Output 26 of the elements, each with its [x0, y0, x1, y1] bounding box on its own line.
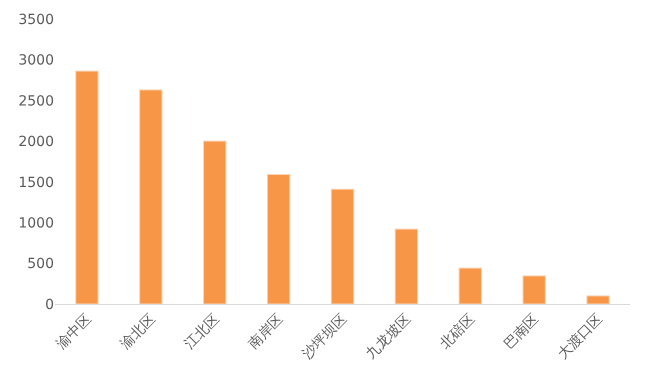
x-tick-label: 北碚区: [437, 311, 478, 352]
x-tick-label: 九龙坡区: [363, 311, 414, 362]
bar: [266, 174, 290, 304]
x-tick-label: 大渡口区: [554, 311, 606, 362]
y-tick-label: 1000: [18, 215, 54, 232]
x-tick-label: 江北区: [181, 311, 222, 352]
bar: [394, 228, 418, 304]
y-tick-label: 2000: [18, 134, 54, 150]
y-tick-label: 3000: [18, 52, 54, 69]
y-tick-label: 0: [45, 296, 54, 313]
y-tick-label: 1500: [18, 174, 54, 191]
bar: [203, 140, 226, 304]
bar: [330, 188, 354, 304]
x-tick-label: 渝北区: [118, 311, 159, 352]
x-tick-label: 南岸区: [245, 311, 286, 352]
bar: [458, 268, 482, 304]
bar: [139, 89, 163, 304]
x-tick-label: 沙坪坝区: [299, 311, 350, 362]
y-tick-label: 2500: [18, 93, 54, 110]
bar: [586, 295, 610, 304]
x-tick-label: 巴南区: [500, 311, 542, 352]
bar: [522, 275, 546, 304]
x-tick-label: 渝中区: [54, 311, 95, 352]
bar: [75, 70, 99, 304]
y-tick-label: 500: [27, 256, 54, 272]
y-tick-label: 3500: [18, 12, 54, 28]
